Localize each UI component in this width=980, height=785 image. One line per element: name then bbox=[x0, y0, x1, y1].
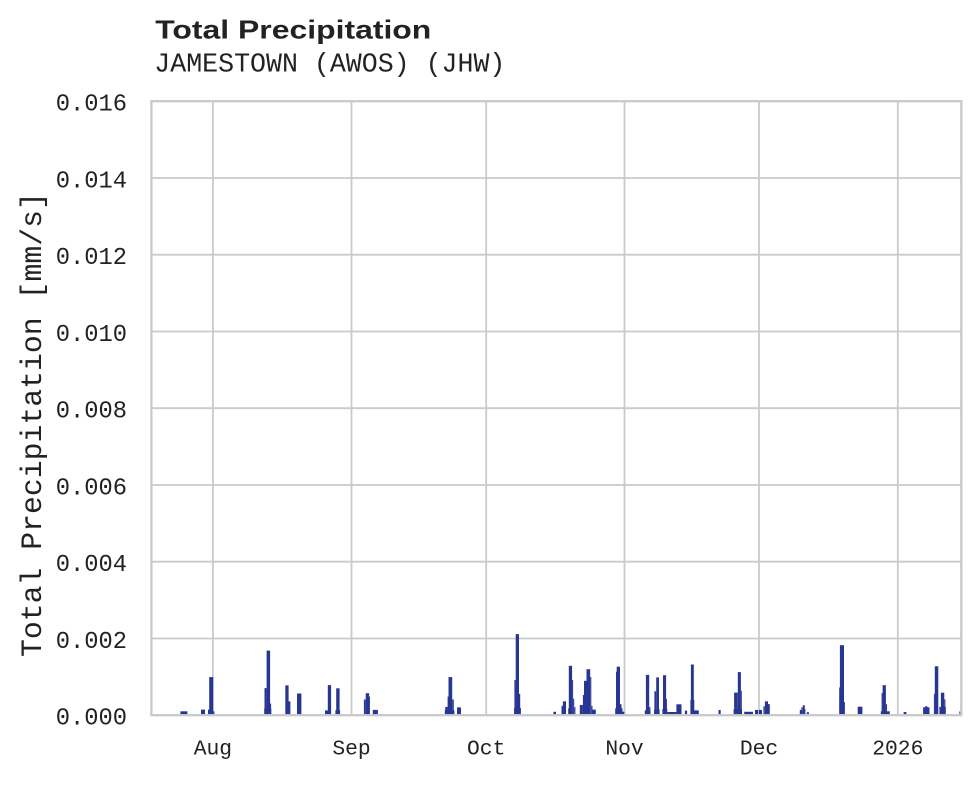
svg-text:Total Precipitation: Total Precipitation bbox=[155, 15, 431, 45]
svg-text:0.012: 0.012 bbox=[56, 245, 127, 272]
svg-text:Oct: Oct bbox=[467, 738, 505, 762]
svg-text:Nov: Nov bbox=[605, 738, 644, 762]
svg-text:0.010: 0.010 bbox=[56, 322, 127, 349]
svg-text:0.008: 0.008 bbox=[56, 399, 127, 426]
svg-text:2026: 2026 bbox=[872, 738, 923, 762]
svg-text:0.016: 0.016 bbox=[56, 92, 127, 119]
svg-text:0.002: 0.002 bbox=[56, 629, 127, 656]
svg-text:JAMESTOWN (AWOS) (JHW): JAMESTOWN (AWOS) (JHW) bbox=[154, 50, 505, 80]
svg-text:Total Precipitation [mm/s]: Total Precipitation [mm/s] bbox=[16, 192, 50, 657]
svg-text:0.004: 0.004 bbox=[56, 552, 127, 579]
svg-text:0.006: 0.006 bbox=[56, 475, 127, 502]
svg-text:0.000: 0.000 bbox=[56, 706, 127, 733]
svg-text:Dec: Dec bbox=[740, 738, 778, 762]
svg-text:Sep: Sep bbox=[332, 738, 370, 762]
svg-text:0.014: 0.014 bbox=[56, 168, 127, 195]
svg-text:Aug: Aug bbox=[194, 738, 232, 762]
